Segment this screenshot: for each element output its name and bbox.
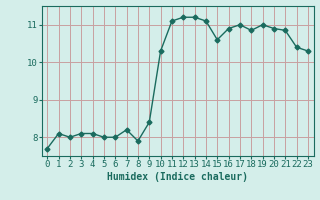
X-axis label: Humidex (Indice chaleur): Humidex (Indice chaleur)	[107, 172, 248, 182]
